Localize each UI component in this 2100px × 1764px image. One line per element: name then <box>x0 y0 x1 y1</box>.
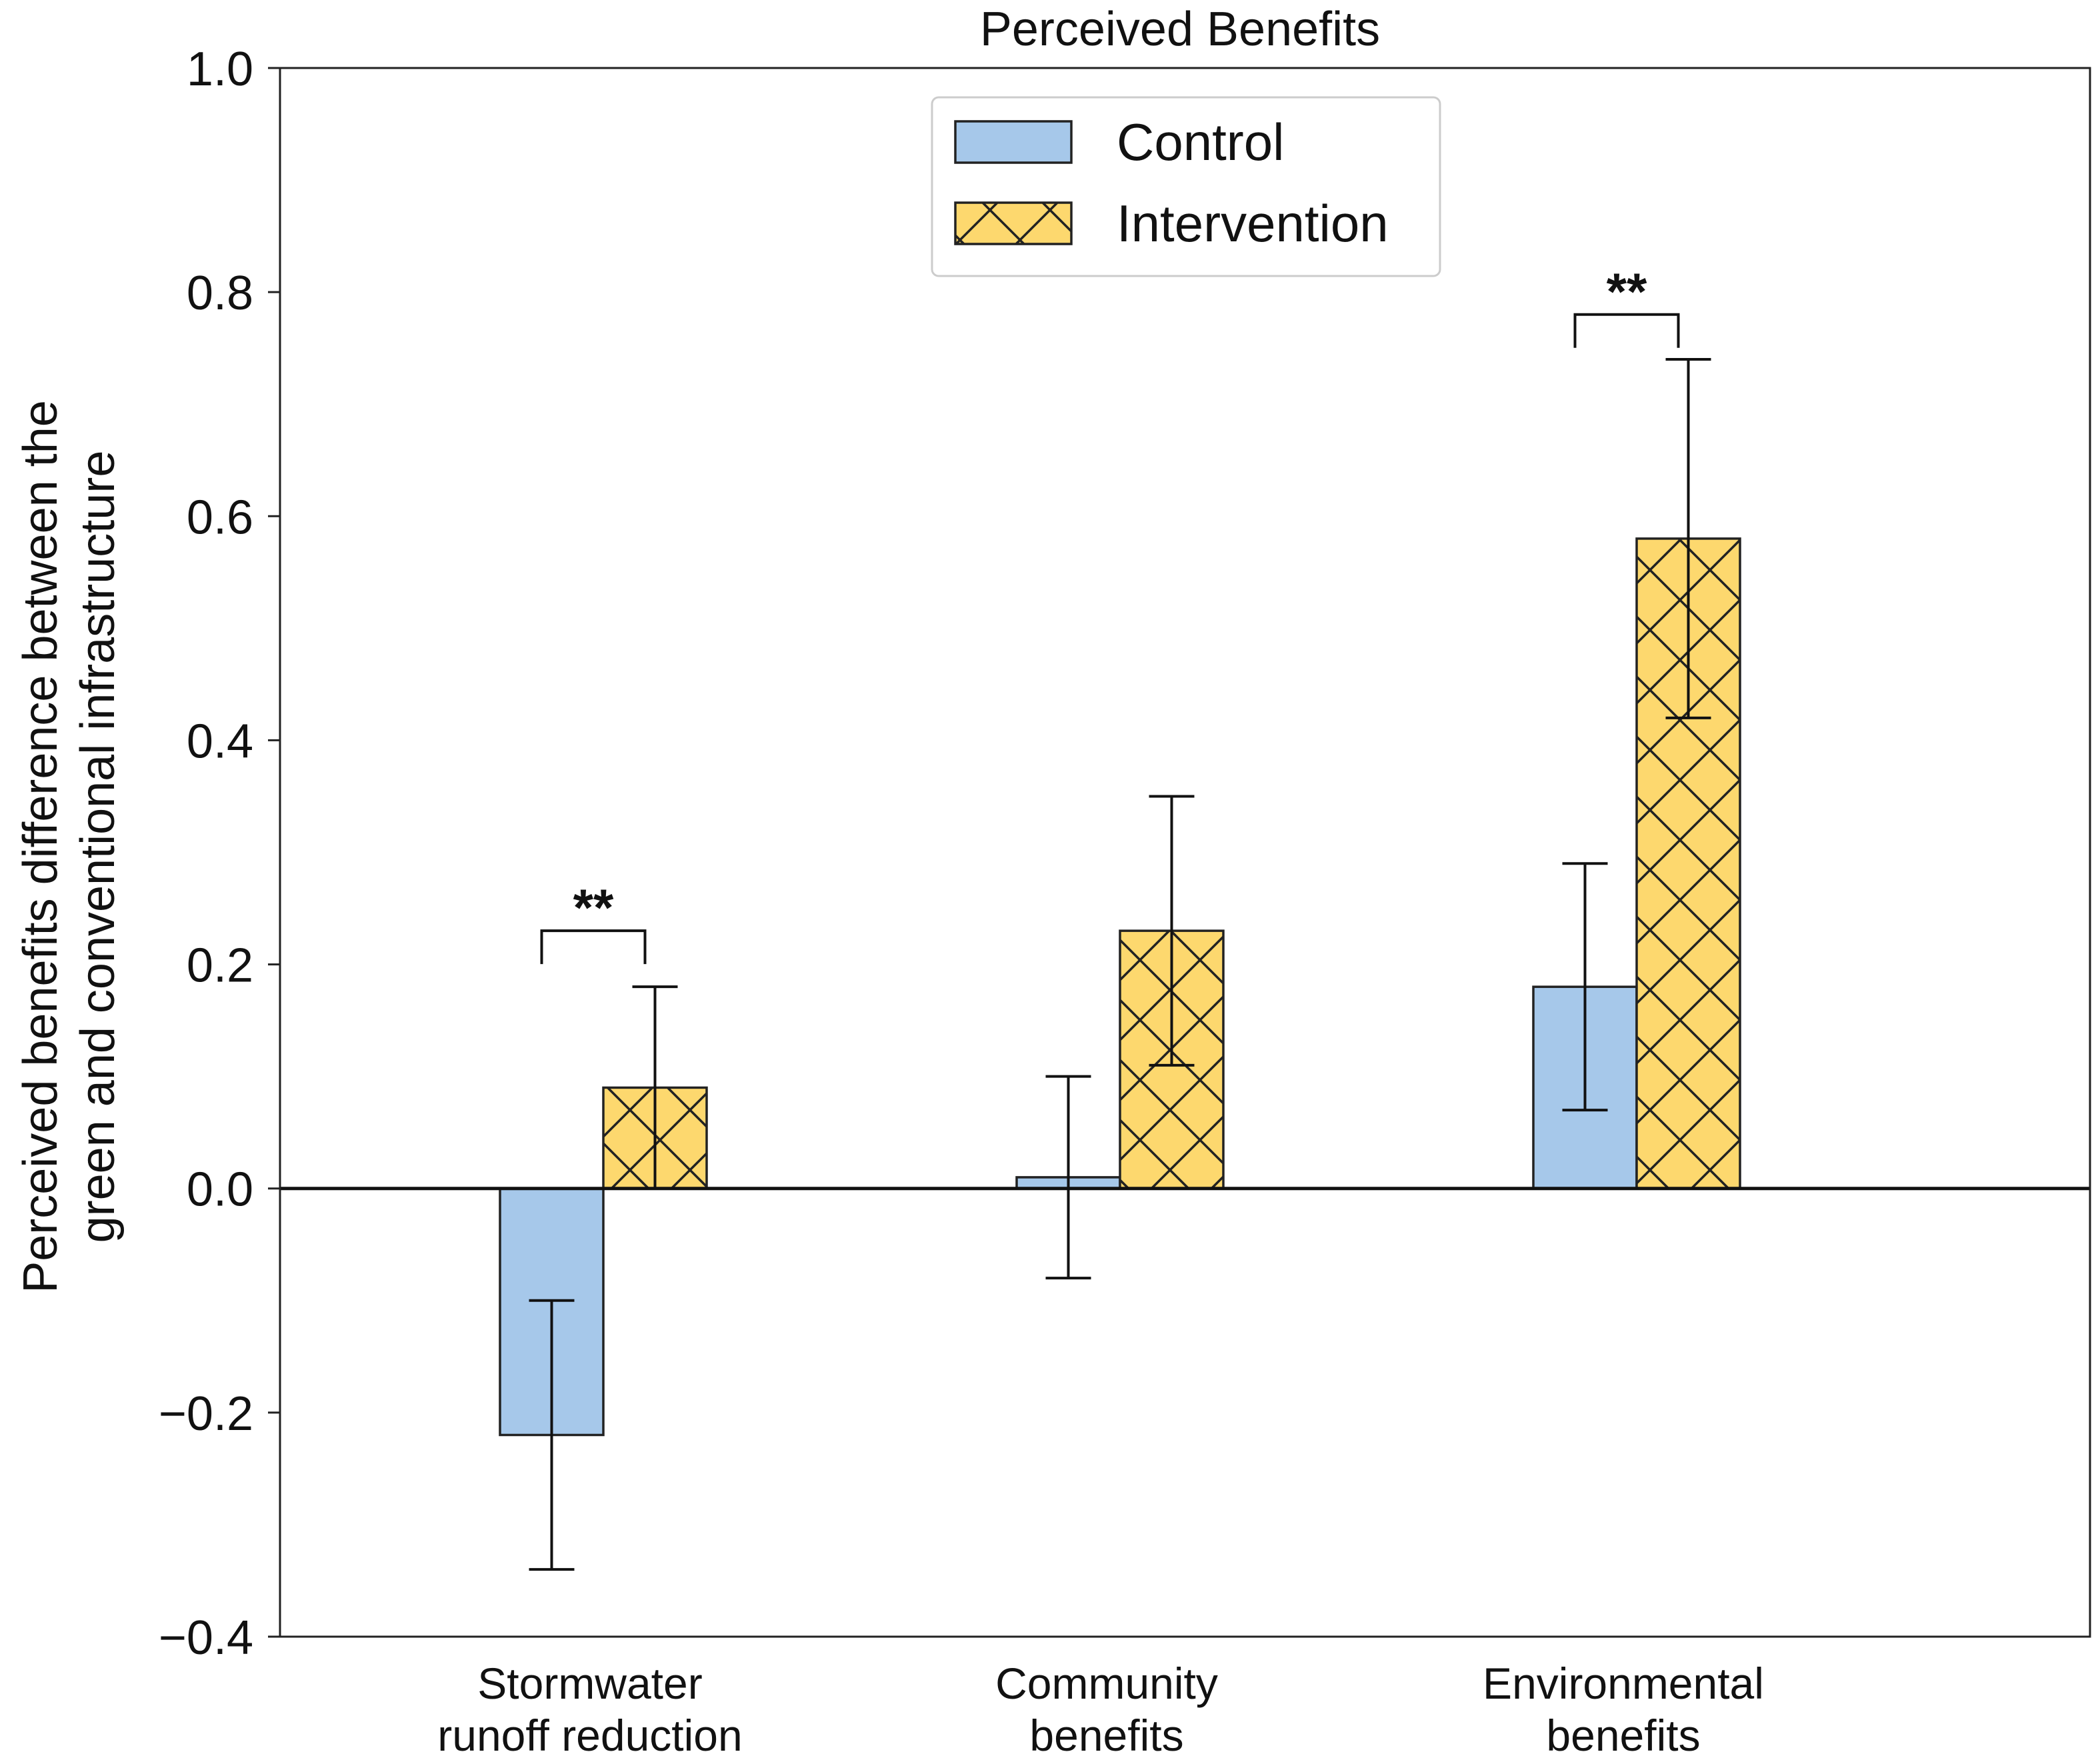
legend-label-intervention: Intervention <box>1117 194 1389 253</box>
chart-title: Perceived Benefits <box>980 3 1380 56</box>
legend-swatch-intervention <box>954 201 1073 245</box>
significance-bracket <box>1573 313 1680 348</box>
category-label: Environmental <box>1483 1659 1764 1708</box>
plot-frame <box>279 67 2091 1638</box>
category-label: runoff reduction <box>437 1711 742 1760</box>
category-label: benefits <box>1029 1711 1183 1760</box>
significance-label: ** <box>573 878 614 937</box>
y-axis-title-line-1: Perceived benefits difference between th… <box>14 400 67 1293</box>
significance-bracket <box>540 929 647 965</box>
legend: Control Intervention <box>931 96 1441 277</box>
significance-markers: ** ** <box>540 262 1680 965</box>
y-tick-label: 0.8 <box>187 267 253 320</box>
bars <box>499 537 1741 1437</box>
y-tick-label: −0.4 <box>159 1611 253 1665</box>
y-axis-title: Perceived benefits difference between th… <box>14 400 125 1293</box>
category-label: Stormwater <box>477 1659 702 1708</box>
category-label: Community <box>995 1659 1218 1708</box>
y-tick-label: −0.2 <box>159 1387 253 1441</box>
y-axis-title-line-2: green and conventional infrastructure <box>71 451 125 1243</box>
error-bars <box>529 357 1711 1571</box>
legend-label-control: Control <box>1117 113 1284 171</box>
y-tick-label: 0.0 <box>187 1163 253 1217</box>
y-axis: 1.0 0.8 0.6 0.4 0.2 0.0 −0.2 −0.4 <box>159 43 280 1665</box>
legend-swatch-control <box>954 120 1073 164</box>
y-tick-label: 1.0 <box>187 43 253 96</box>
y-tick-label: 0.2 <box>187 939 253 993</box>
category-label: benefits <box>1546 1711 1700 1760</box>
y-tick-label: 0.4 <box>187 715 253 768</box>
y-tick-label: 0.6 <box>187 491 253 544</box>
significance-label: ** <box>1607 262 1647 321</box>
